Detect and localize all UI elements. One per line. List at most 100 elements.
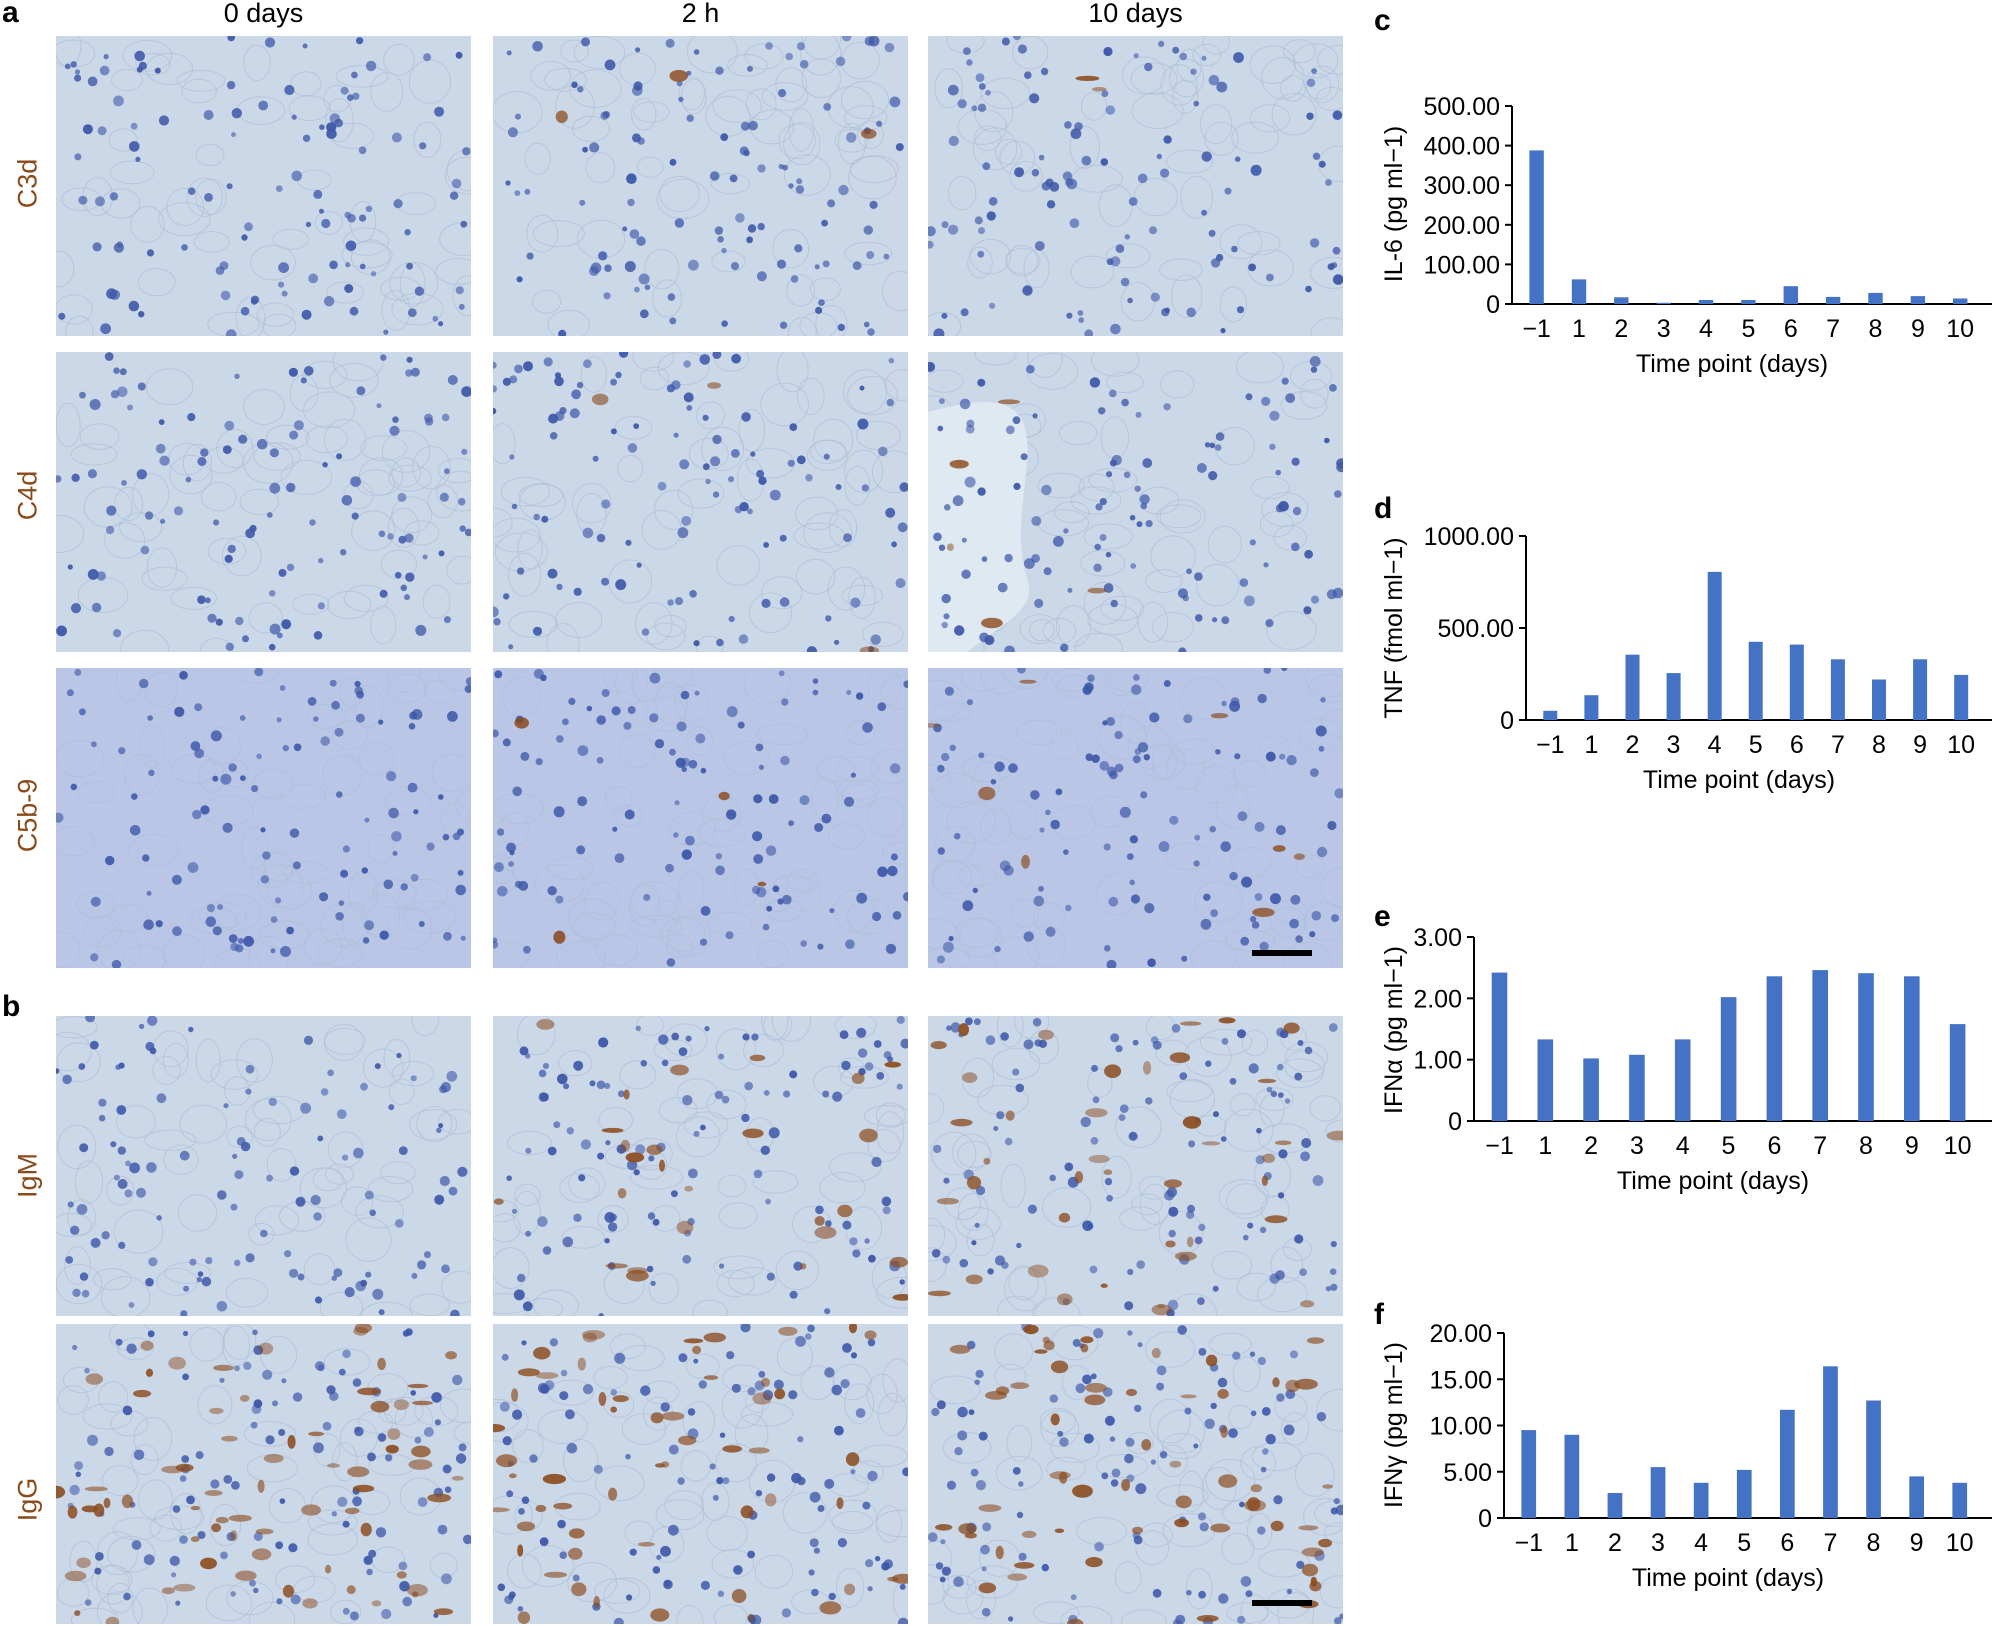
bar-d-3 — [1666, 673, 1681, 720]
panel-letter-d: d — [1374, 492, 1392, 525]
x-tick-label: 1 — [1565, 1529, 1579, 1557]
x-tick-label: 8 — [1872, 731, 1886, 759]
y-tick-label: 2.00 — [1413, 985, 1462, 1013]
x-tick-label: −1 — [1536, 731, 1565, 759]
bar-d-10 — [1954, 674, 1969, 720]
x-tick-label: 3 — [1657, 315, 1671, 343]
x-tick-label: 5 — [1737, 1529, 1751, 1557]
y-axis-label: IFNα (pg ml−1) — [1380, 946, 1408, 1114]
x-tick-label: 2 — [1608, 1529, 1622, 1557]
x-tick-label: 6 — [1780, 1529, 1794, 1557]
bar-d-9 — [1913, 659, 1928, 720]
bar-f-9 — [1909, 1476, 1924, 1518]
x-tick-label: 4 — [1708, 731, 1722, 759]
bar-e-5 — [1720, 997, 1737, 1121]
row-label-igm: IgM — [12, 1153, 43, 1199]
bar-c-4 — [1698, 300, 1714, 304]
y-axis-label: IFNγ (pg ml−1) — [1380, 1342, 1408, 1508]
bar-d-5 — [1748, 641, 1763, 720]
x-tick-label: 10 — [1946, 315, 1974, 343]
x-tick-label: −1 — [1515, 1529, 1544, 1557]
y-tick-label: 200.00 — [1424, 212, 1500, 240]
panel-a-letter: a — [2, 0, 19, 29]
micrograph-igg-0-days — [56, 1324, 471, 1624]
y-tick-label: 3.00 — [1413, 924, 1462, 952]
x-tick-label: 7 — [1826, 315, 1840, 343]
y-tick-label: 0 — [1500, 707, 1514, 735]
x-tick-label: 5 — [1722, 1132, 1736, 1160]
bar-d-8 — [1872, 679, 1886, 720]
x-tick-label: 7 — [1813, 1132, 1827, 1160]
x-tick-label: 4 — [1694, 1529, 1708, 1557]
y-tick-label: 1.00 — [1413, 1047, 1462, 1075]
scale-bar — [1252, 1600, 1312, 1606]
y-tick-label: 0 — [1448, 1108, 1462, 1136]
column-header-2-h: 2 h — [681, 0, 720, 28]
bar-e-4 — [1674, 1039, 1691, 1121]
x-tick-label: 9 — [1911, 315, 1925, 343]
y-tick-label: 300.00 — [1424, 172, 1500, 200]
micrograph-c3d-10-days — [928, 36, 1343, 336]
bar-c-9 — [1910, 296, 1926, 304]
micrograph-c4d-2-h — [493, 352, 908, 652]
micrograph-igg-10-days — [928, 1324, 1343, 1624]
column-header-0-days: 0 days — [223, 0, 304, 28]
y-tick-label: 5.00 — [1443, 1459, 1492, 1487]
micrograph-igm-2-h — [493, 1016, 908, 1316]
bar-d-4 — [1707, 571, 1722, 720]
panel-letter-f: f — [1374, 1298, 1385, 1331]
x-tick-label: −1 — [1485, 1132, 1514, 1160]
bar-f-8 — [1866, 1400, 1881, 1518]
x-tick-label: 6 — [1790, 731, 1804, 759]
y-tick-label: 20.00 — [1429, 1320, 1492, 1348]
micrograph-igg-2-h — [493, 1324, 908, 1624]
bar-e-1 — [1537, 1039, 1554, 1121]
bar-c-5 — [1741, 300, 1756, 304]
bar-f-10 — [1952, 1482, 1968, 1518]
bar-d-0 — [1543, 710, 1558, 720]
bar-d-7 — [1830, 659, 1845, 720]
x-axis-label: Time point (days) — [1643, 766, 1835, 794]
x-tick-label: 3 — [1667, 731, 1681, 759]
bar-chart-f: f 0 5.00 10.00 15.00 20.00 −1 1 2 3 4 5 6 7 8 9 10 Time p… — [1374, 1298, 1992, 1592]
y-tick-label: 0 — [1486, 291, 1500, 319]
x-tick-label: 3 — [1630, 1132, 1644, 1160]
y-tick-label: 15.00 — [1429, 1366, 1492, 1394]
micrograph-c3d-2-h — [493, 36, 908, 336]
bar-f-5 — [1736, 1469, 1752, 1518]
x-tick-label: 4 — [1699, 315, 1713, 343]
x-tick-label: 9 — [1910, 1529, 1924, 1557]
x-tick-label: 1 — [1572, 315, 1586, 343]
x-tick-label: 9 — [1905, 1132, 1919, 1160]
x-tick-label: 9 — [1913, 731, 1927, 759]
y-tick-label: 100.00 — [1424, 251, 1500, 279]
micrograph-c5b-9-10-days — [928, 668, 1343, 968]
x-tick-label: 5 — [1749, 731, 1763, 759]
bar-e-8 — [1858, 973, 1874, 1121]
x-tick-label: 6 — [1767, 1132, 1781, 1160]
micrograph-c4d-0-days — [56, 352, 471, 652]
bar-e-7 — [1812, 970, 1828, 1121]
bar-c-8 — [1868, 292, 1883, 304]
micrograph-igm-0-days — [56, 1016, 471, 1316]
x-tick-label: 2 — [1614, 315, 1628, 343]
x-axis-label: Time point (days) — [1636, 350, 1828, 378]
row-label-c3d: C3d — [12, 158, 43, 209]
bar-f-2 — [1607, 1493, 1623, 1518]
x-tick-label: 1 — [1584, 731, 1598, 759]
bar-e-2 — [1583, 1058, 1599, 1121]
bar-c-10 — [1953, 298, 1968, 304]
bar-f-3 — [1650, 1467, 1666, 1518]
bar-e-6 — [1766, 976, 1783, 1121]
bar-f-6 — [1780, 1409, 1795, 1518]
micrograph-c5b-9-2-h — [493, 668, 908, 968]
y-tick-label: 0 — [1478, 1505, 1492, 1533]
bar-chart-c: c 0 100.00 200.00 300.00 400.00 500.00 −1 1 2 3 4 5 6… — [1374, 4, 1992, 378]
bar-e-0 — [1491, 972, 1508, 1121]
x-tick-label: 5 — [1741, 315, 1755, 343]
bar-e-10 — [1949, 1024, 1966, 1121]
bar-d-6 — [1789, 644, 1804, 720]
x-tick-label: 10 — [1947, 731, 1975, 759]
panel-letter-e: e — [1374, 900, 1391, 933]
micrograph-c5b-9-0-days — [56, 668, 471, 968]
